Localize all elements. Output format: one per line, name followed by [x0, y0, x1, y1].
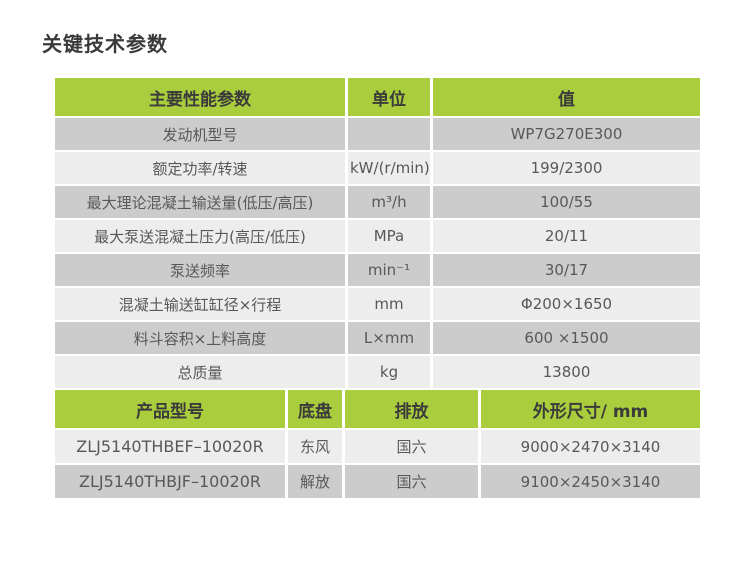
param-cell: 混凝土输送缸缸径×行程: [55, 288, 348, 322]
spec-tables-container: 主要性能参数 单位 值 发动机型号 WP7G270E300 额定功率/转速 kW…: [55, 78, 700, 500]
unit-cell: kg: [348, 356, 433, 390]
table-row-max-pressure: 最大泵送混凝土压力(高压/低压) MPa 20/11: [55, 220, 700, 254]
value-cell: 30/17: [433, 254, 700, 288]
chassis-cell: 解放: [288, 465, 345, 500]
spec-header-param: 主要性能参数: [55, 78, 348, 118]
unit-cell: m³/h: [348, 186, 433, 220]
value-cell: 100/55: [433, 186, 700, 220]
emission-cell: 国六: [345, 430, 481, 465]
model-header-dimensions: 外形尺寸/ mm: [481, 390, 700, 430]
unit-cell: MPa: [348, 220, 433, 254]
table-row-hopper-capacity: 料斗容积×上料高度 L×mm 600 ×1500: [55, 322, 700, 356]
param-cell: 发动机型号: [55, 118, 348, 152]
emission-cell: 国六: [345, 465, 481, 500]
page-title: 关键技术参数: [42, 32, 168, 56]
table-row-total-mass: 总质量 kg 13800: [55, 356, 700, 390]
param-cell: 额定功率/转速: [55, 152, 348, 186]
dimensions-cell: 9100×2450×3140: [481, 465, 700, 500]
performance-spec-table: 主要性能参数 单位 值 发动机型号 WP7G270E300 额定功率/转速 kW…: [55, 78, 700, 390]
param-cell: 最大泵送混凝土压力(高压/低压): [55, 220, 348, 254]
param-cell: 最大理论混凝土输送量(低压/高压): [55, 186, 348, 220]
value-cell: 199/2300: [433, 152, 700, 186]
unit-cell: L×mm: [348, 322, 433, 356]
model-header-emission: 排放: [345, 390, 481, 430]
table-row-model-2: ZLJ5140THBJF–10020R 解放 国六 9100×2450×3140: [55, 465, 700, 500]
model-cell: ZLJ5140THBJF–10020R: [55, 465, 288, 500]
spec-header-value: 值: [433, 78, 700, 118]
model-header-product: 产品型号: [55, 390, 288, 430]
value-cell: 13800: [433, 356, 700, 390]
product-model-table: 产品型号 底盘 排放 外形尺寸/ mm ZLJ5140THBEF–10020R …: [55, 390, 700, 500]
unit-cell: mm: [348, 288, 433, 322]
table-row-cylinder-bore-stroke: 混凝土输送缸缸径×行程 mm Φ200×1650: [55, 288, 700, 322]
table-row-rated-power: 额定功率/转速 kW/(r/min) 199/2300: [55, 152, 700, 186]
model-cell: ZLJ5140THBEF–10020R: [55, 430, 288, 465]
value-cell: Φ200×1650: [433, 288, 700, 322]
unit-cell: [348, 118, 433, 152]
table-row-model-1: ZLJ5140THBEF–10020R 东风 国六 9000×2470×3140: [55, 430, 700, 465]
value-cell: 20/11: [433, 220, 700, 254]
table-row-max-output: 最大理论混凝土输送量(低压/高压) m³/h 100/55: [55, 186, 700, 220]
param-cell: 总质量: [55, 356, 348, 390]
table-row-engine-model: 发动机型号 WP7G270E300: [55, 118, 700, 152]
spec-header-unit: 单位: [348, 78, 433, 118]
unit-cell: min⁻¹: [348, 254, 433, 288]
param-cell: 泵送频率: [55, 254, 348, 288]
unit-cell: kW/(r/min): [348, 152, 433, 186]
spec-header-row: 主要性能参数 单位 值: [55, 78, 700, 118]
model-header-chassis: 底盘: [288, 390, 345, 430]
dimensions-cell: 9000×2470×3140: [481, 430, 700, 465]
param-cell: 料斗容积×上料高度: [55, 322, 348, 356]
chassis-cell: 东风: [288, 430, 345, 465]
table-row-pump-frequency: 泵送频率 min⁻¹ 30/17: [55, 254, 700, 288]
value-cell: WP7G270E300: [433, 118, 700, 152]
value-cell: 600 ×1500: [433, 322, 700, 356]
model-header-row: 产品型号 底盘 排放 外形尺寸/ mm: [55, 390, 700, 430]
